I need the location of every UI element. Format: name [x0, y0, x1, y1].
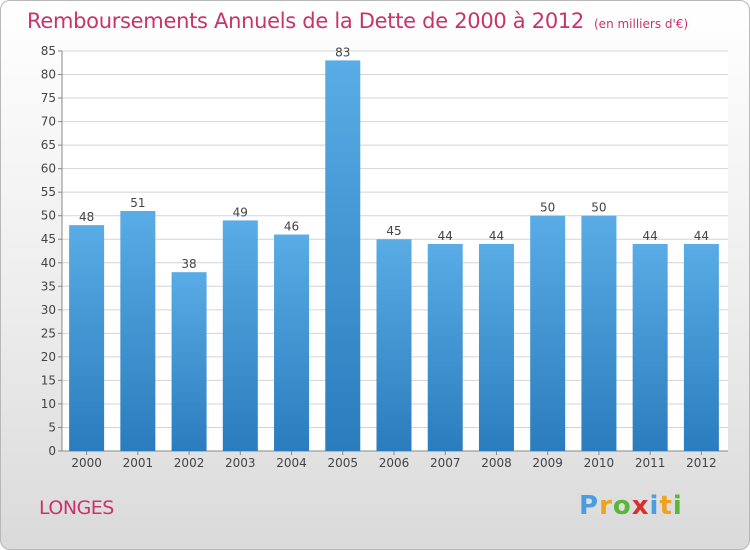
data-label: 83 — [335, 45, 350, 59]
y-tick-label: 45 — [41, 232, 56, 246]
x-tick-label: 2007 — [430, 456, 461, 470]
data-label: 38 — [181, 257, 196, 271]
data-label: 44 — [643, 229, 658, 243]
y-tick-label: 70 — [41, 115, 56, 129]
data-labels: 48 51 38 49 46 83 45 44 44 50 50 44 44 — [79, 45, 709, 271]
y-tick-label: 60 — [41, 162, 56, 176]
x-tick-label: 2011 — [635, 456, 666, 470]
y-tick-label: 20 — [41, 350, 56, 364]
bar — [171, 272, 207, 451]
bar — [427, 243, 463, 451]
bar — [683, 243, 719, 451]
x-tick-label: 2006 — [379, 456, 410, 470]
x-tick-label: 2009 — [532, 456, 563, 470]
logo-letter: t — [659, 491, 673, 521]
y-tick-label: 65 — [41, 138, 56, 152]
y-tick-label: 15 — [41, 373, 56, 387]
proxiti-logo: Proxiti — [579, 491, 683, 521]
y-tick-label: 0 — [48, 444, 56, 458]
x-tick-label: 2003 — [225, 456, 256, 470]
y-tick-label: 75 — [41, 91, 56, 105]
data-label: 50 — [591, 201, 606, 215]
data-label: 49 — [233, 205, 248, 219]
data-label: 50 — [540, 201, 555, 215]
y-tick-label: 85 — [41, 44, 56, 58]
logo-letter: P — [579, 491, 600, 521]
y-tick-label: 50 — [41, 209, 56, 223]
x-tick-label: 2002 — [174, 456, 205, 470]
x-tick-label: 2012 — [686, 456, 717, 470]
y-tick-label: 5 — [48, 420, 56, 434]
logo-letter: i — [672, 491, 683, 521]
logo-letter: i — [649, 491, 660, 521]
place-label: LONGES — [39, 497, 114, 519]
bar — [222, 220, 258, 451]
x-tick-label: 2004 — [276, 456, 307, 470]
bar — [581, 215, 617, 451]
bar — [530, 215, 566, 451]
x-tick-label: 2010 — [584, 456, 615, 470]
data-label: 44 — [694, 229, 709, 243]
data-label: 45 — [386, 224, 401, 238]
data-label: 44 — [438, 229, 453, 243]
bar — [120, 211, 156, 451]
chart-subtitle: (en milliers d'€) — [594, 17, 689, 31]
logo-letter: r — [599, 491, 613, 521]
logo-letter: x — [631, 491, 650, 521]
bar — [274, 234, 310, 451]
bars — [69, 60, 719, 451]
bar — [376, 239, 412, 451]
bar — [325, 60, 361, 451]
y-tick-label: 55 — [41, 185, 56, 199]
x-tick-label: 2001 — [123, 456, 154, 470]
y-tick-label: 80 — [41, 68, 56, 82]
bar — [632, 243, 668, 451]
x-tick-label: 2005 — [327, 456, 358, 470]
x-tick-label: 2000 — [71, 456, 102, 470]
chart-title: Remboursements Annuels de la Dette de 20… — [27, 9, 688, 33]
y-tick-label: 30 — [41, 303, 56, 317]
bar — [69, 225, 105, 451]
data-label: 46 — [284, 220, 299, 234]
data-label: 44 — [489, 229, 504, 243]
y-tick-label: 35 — [41, 279, 56, 293]
y-tick-label: 25 — [41, 326, 56, 340]
x-tick-label: 2008 — [481, 456, 512, 470]
x-axis: 2000 2001 2002 2003 2004 2005 2006 2007 2008 2009… — [71, 451, 717, 470]
data-label: 51 — [130, 196, 145, 210]
bar — [478, 243, 514, 451]
y-tick-label: 10 — [41, 397, 56, 411]
chart-title-text: Remboursements Annuels de la Dette de 20… — [27, 9, 584, 33]
logo-letter: o — [612, 491, 632, 521]
y-tick-label: 40 — [41, 256, 56, 270]
data-label: 48 — [79, 210, 94, 224]
